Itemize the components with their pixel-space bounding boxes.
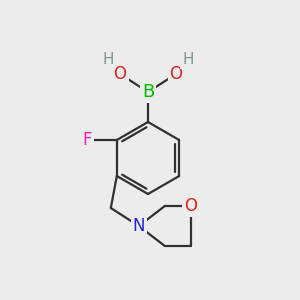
Text: F: F: [82, 131, 92, 149]
Text: O: O: [169, 65, 182, 83]
Text: H: H: [102, 52, 114, 68]
Text: N: N: [133, 217, 145, 235]
Text: O: O: [184, 197, 197, 215]
Text: N: N: [133, 217, 145, 235]
Text: B: B: [142, 83, 154, 101]
Text: H: H: [182, 52, 194, 68]
Text: O: O: [113, 65, 127, 83]
